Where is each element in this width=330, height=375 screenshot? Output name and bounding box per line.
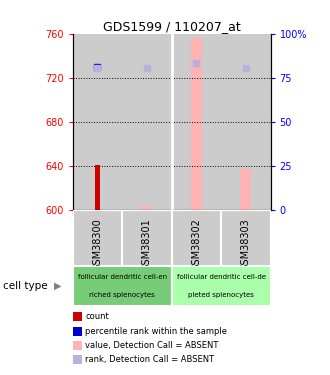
Bar xyxy=(172,266,271,306)
Text: GSM38302: GSM38302 xyxy=(191,218,201,272)
Bar xyxy=(95,165,100,210)
Bar xyxy=(122,34,172,210)
Bar xyxy=(141,206,152,210)
Bar xyxy=(172,34,221,210)
Text: percentile rank within the sample: percentile rank within the sample xyxy=(85,327,227,336)
Bar xyxy=(73,266,172,306)
Bar xyxy=(73,210,122,266)
Bar xyxy=(172,210,221,266)
Bar xyxy=(122,210,172,266)
Text: follicular dendritic cell-en: follicular dendritic cell-en xyxy=(78,274,167,280)
Text: GSM38301: GSM38301 xyxy=(142,218,152,271)
Text: GSM38303: GSM38303 xyxy=(241,218,251,271)
Title: GDS1599 / 110207_at: GDS1599 / 110207_at xyxy=(103,20,241,33)
Text: count: count xyxy=(85,312,109,321)
Text: ▶: ▶ xyxy=(53,281,61,291)
Text: follicular dendritic cell-de: follicular dendritic cell-de xyxy=(177,274,266,280)
Bar xyxy=(191,38,202,210)
Bar xyxy=(221,210,271,266)
Text: cell type: cell type xyxy=(3,281,48,291)
Text: pleted splenocytes: pleted splenocytes xyxy=(188,292,254,298)
Text: value, Detection Call = ABSENT: value, Detection Call = ABSENT xyxy=(85,341,218,350)
Text: rank, Detection Call = ABSENT: rank, Detection Call = ABSENT xyxy=(85,355,214,364)
Bar xyxy=(240,169,251,210)
Text: riched splenocytes: riched splenocytes xyxy=(89,292,155,298)
Bar xyxy=(73,34,122,210)
Text: GSM38300: GSM38300 xyxy=(92,218,102,271)
Bar xyxy=(221,34,271,210)
